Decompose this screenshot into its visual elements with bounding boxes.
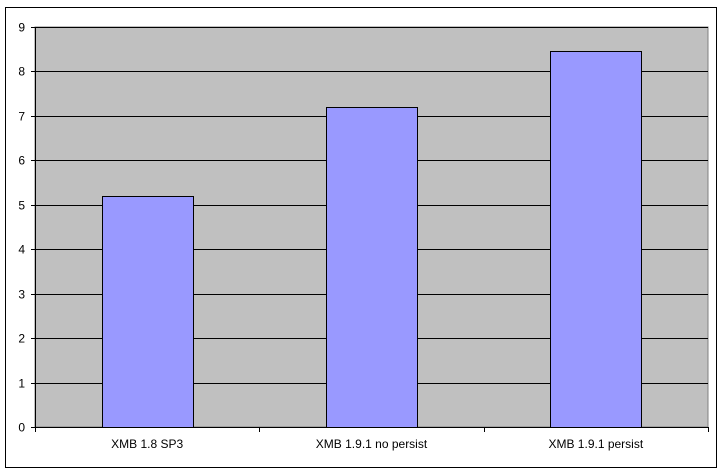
x-tick-label: XMB 1.9.1 no persist: [316, 437, 428, 451]
x-tick-label: XMB 1.8 SP3: [111, 437, 183, 451]
y-tick-label: 7: [18, 110, 25, 124]
x-axis-tick-labels: XMB 1.8 SP3 XMB 1.9.1 no persist XMB 1.9.1…: [111, 437, 644, 451]
bars: [102, 51, 642, 428]
y-tick-label: 1: [18, 377, 25, 391]
y-tick-label: 4: [18, 243, 25, 257]
x-tick-label: XMB 1.9.1 persist: [548, 437, 643, 451]
y-tick-label: 5: [18, 199, 25, 213]
y-tick-label: 2: [18, 332, 25, 346]
bar: [102, 196, 194, 428]
bar: [550, 51, 642, 428]
y-tick-label: 9: [18, 21, 25, 35]
y-tick-label: 3: [18, 288, 25, 302]
y-tick-label: 6: [18, 154, 25, 168]
bar: [326, 107, 418, 428]
y-tick-label: 8: [18, 65, 25, 79]
y-tick-label: 0: [18, 421, 25, 435]
axes: [31, 27, 709, 432]
y-axis-tick-labels: 0 1 2 3 4 5 6 7 8 9: [18, 21, 25, 435]
